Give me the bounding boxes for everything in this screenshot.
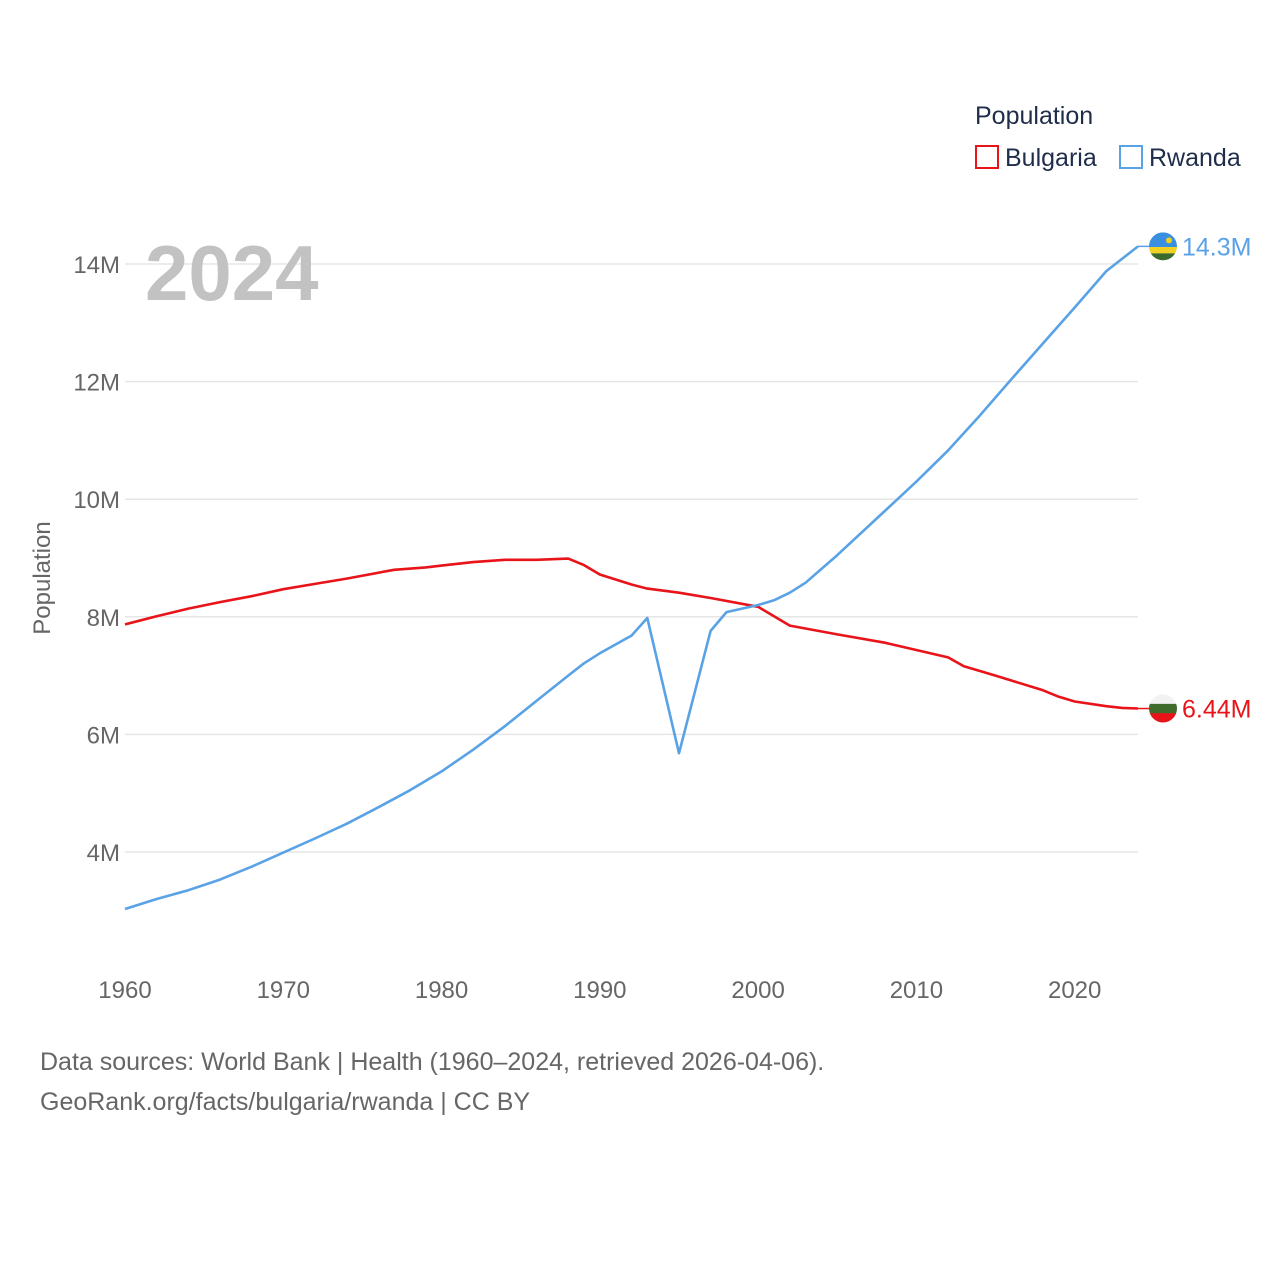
footer: Data sources: World Bank | Health (1960–…: [40, 1042, 824, 1122]
population-chart: 4M 6M 8M 10M 12M 14M 1960 1970 1980 1990 2000 2010…: [29, 102, 1251, 1004]
series-line-bulgaria: [124, 557, 1139, 710]
rwanda-flag-icon: [1149, 232, 1177, 261]
y-tick-label: 10M: [73, 487, 120, 514]
end-value-label-bulgaria: 6.44M: [1182, 696, 1251, 724]
y-tick-label: 4M: [87, 840, 120, 867]
x-tick-label: 1970: [257, 977, 310, 1004]
legend-swatch-rwanda: [1119, 145, 1143, 169]
y-tick-label: 6M: [87, 722, 120, 749]
legend-item-bulgaria[interactable]: Bulgaria: [975, 144, 1097, 172]
x-tick-label: 2020: [1048, 977, 1101, 1004]
legend-label-rwanda: Rwanda: [1149, 144, 1241, 172]
x-tick-label: 1990: [573, 977, 626, 1004]
x-axis-ticks: 1960 1970 1980 1990 2000 2010 2020: [98, 977, 1101, 1004]
y-axis-title: Population: [29, 521, 56, 634]
bulgaria-flag-icon: [1149, 694, 1177, 723]
legend-label-bulgaria: Bulgaria: [1005, 144, 1097, 172]
footer-sources: Data sources: World Bank | Health (1960–…: [40, 1048, 825, 1076]
legend-swatch-bulgaria: [975, 145, 999, 169]
footer-link[interactable]: GeoRank.org/facts/bulgaria/rwanda | CC B…: [40, 1088, 531, 1116]
y-tick-label: 14M: [73, 252, 120, 279]
x-tick-label: 2010: [890, 977, 943, 1004]
x-tick-label: 1980: [415, 977, 468, 1004]
year-label: 2024: [145, 229, 319, 317]
end-markers: 6.44M 14.3M: [1138, 232, 1251, 724]
x-tick-label: 1960: [98, 977, 151, 1004]
y-tick-label: 8M: [87, 605, 120, 632]
legend-item-rwanda[interactable]: Rwanda: [1119, 144, 1241, 172]
x-tick-label: 2000: [731, 977, 784, 1004]
series-lines: [124, 245, 1139, 911]
y-tick-label: 12M: [73, 370, 120, 397]
legend[interactable]: Population Bulgaria Rwanda: [975, 102, 1241, 172]
grid-lines: [125, 263, 1138, 853]
series-line-rwanda: [124, 245, 1139, 911]
legend-title: Population: [975, 102, 1093, 130]
end-value-label-rwanda: 14.3M: [1182, 233, 1251, 261]
y-axis-ticks: 4M 6M 8M 10M 12M 14M: [73, 252, 120, 867]
